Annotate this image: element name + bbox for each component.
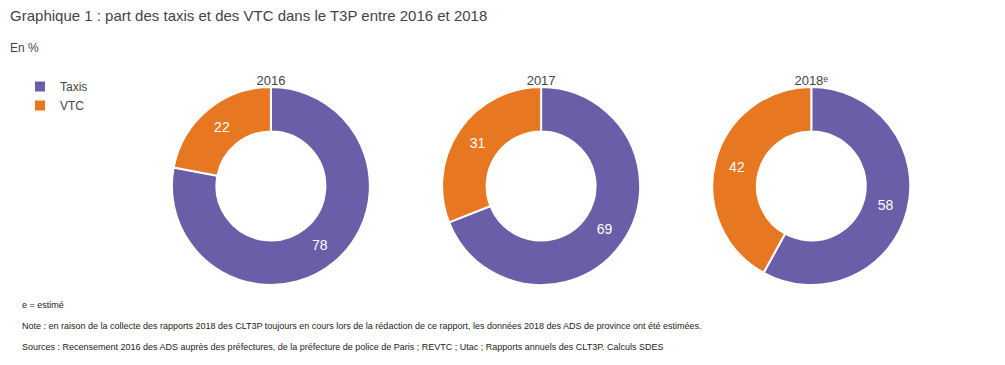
svg-text:42: 42 [729, 159, 745, 175]
svg-text:Taxis: Taxis [60, 80, 87, 94]
svg-text:2018ᵉ: 2018ᵉ [794, 73, 828, 88]
svg-text:2016: 2016 [256, 73, 285, 88]
svg-text:78: 78 [312, 237, 328, 253]
svg-text:58: 58 [878, 197, 894, 213]
svg-text:e = estimé: e = estimé [22, 300, 64, 310]
svg-text:Sources : Recensement 2016 des: Sources : Recensement 2016 des ADS auprè… [22, 342, 664, 352]
svg-text:22: 22 [214, 119, 230, 135]
svg-text:Note : en raison de la collect: Note : en raison de la collecte des rapp… [22, 321, 702, 331]
svg-text:2017: 2017 [527, 73, 556, 88]
svg-text:69: 69 [597, 221, 613, 237]
svg-text:VTC: VTC [60, 99, 84, 113]
svg-text:31: 31 [470, 135, 486, 151]
svg-text:En %: En % [10, 41, 39, 55]
svg-text:Graphique 1 : part des taxis e: Graphique 1 : part des taxis et des VTC … [10, 7, 487, 24]
